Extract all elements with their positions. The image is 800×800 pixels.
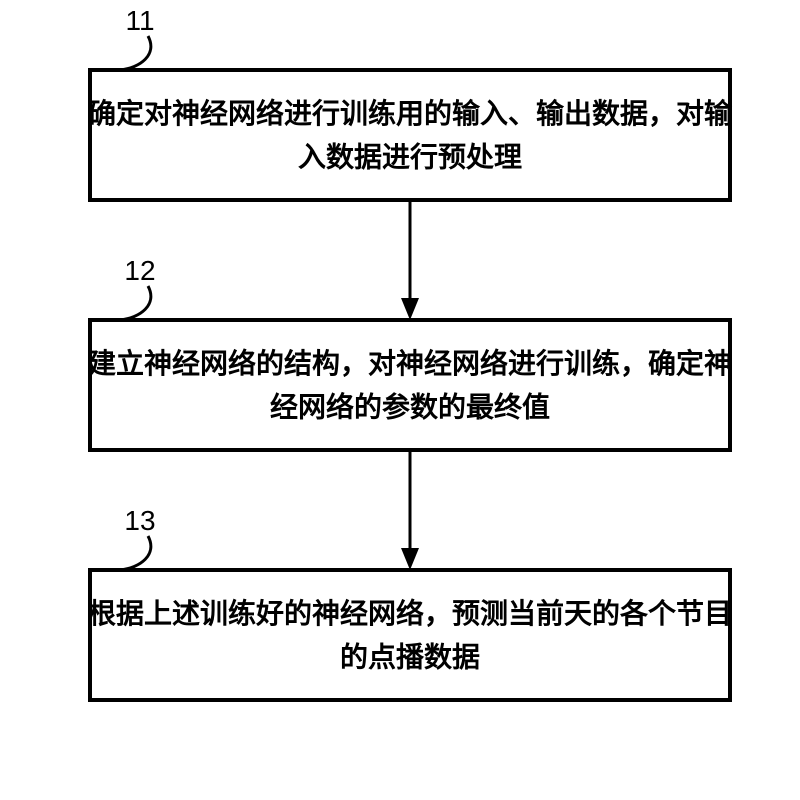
box3-line-0: 根据上述训练好的神经网络，预测当前天的各个节目 [88,597,732,630]
box1-callout [120,36,151,70]
arrow-0 [401,200,419,320]
box2-rect [90,320,730,450]
box1-rect [90,70,730,200]
flowchart: 确定对神经网络进行训练用的输入、输出数据，对输入数据进行预处理 11 建立神经网络的… [0,0,800,800]
box1-line-1: 入数据进行预处理 [298,141,522,174]
box3-rect [90,570,730,700]
box3-label: 13 [124,505,155,536]
arrow-1 [401,450,419,570]
box1: 确定对神经网络进行训练用的输入、输出数据，对输入数据进行预处理 11 [88,5,733,200]
box3-callout [120,536,151,570]
box1-label: 11 [125,5,154,36]
arrow-1-head [401,548,419,570]
box2-line-1: 经网络的参数的最终值 [270,391,550,424]
box2-callout [120,286,151,320]
box3-line-1: 的点播数据 [340,641,480,674]
arrow-0-head [401,298,419,320]
box2-label: 12 [124,255,155,286]
box1-line-0: 确定对神经网络进行训练用的输入、输出数据，对输 [88,97,733,130]
box2-line-0: 建立神经网络的结构，对神经网络进行训练，确定神 [88,347,732,380]
